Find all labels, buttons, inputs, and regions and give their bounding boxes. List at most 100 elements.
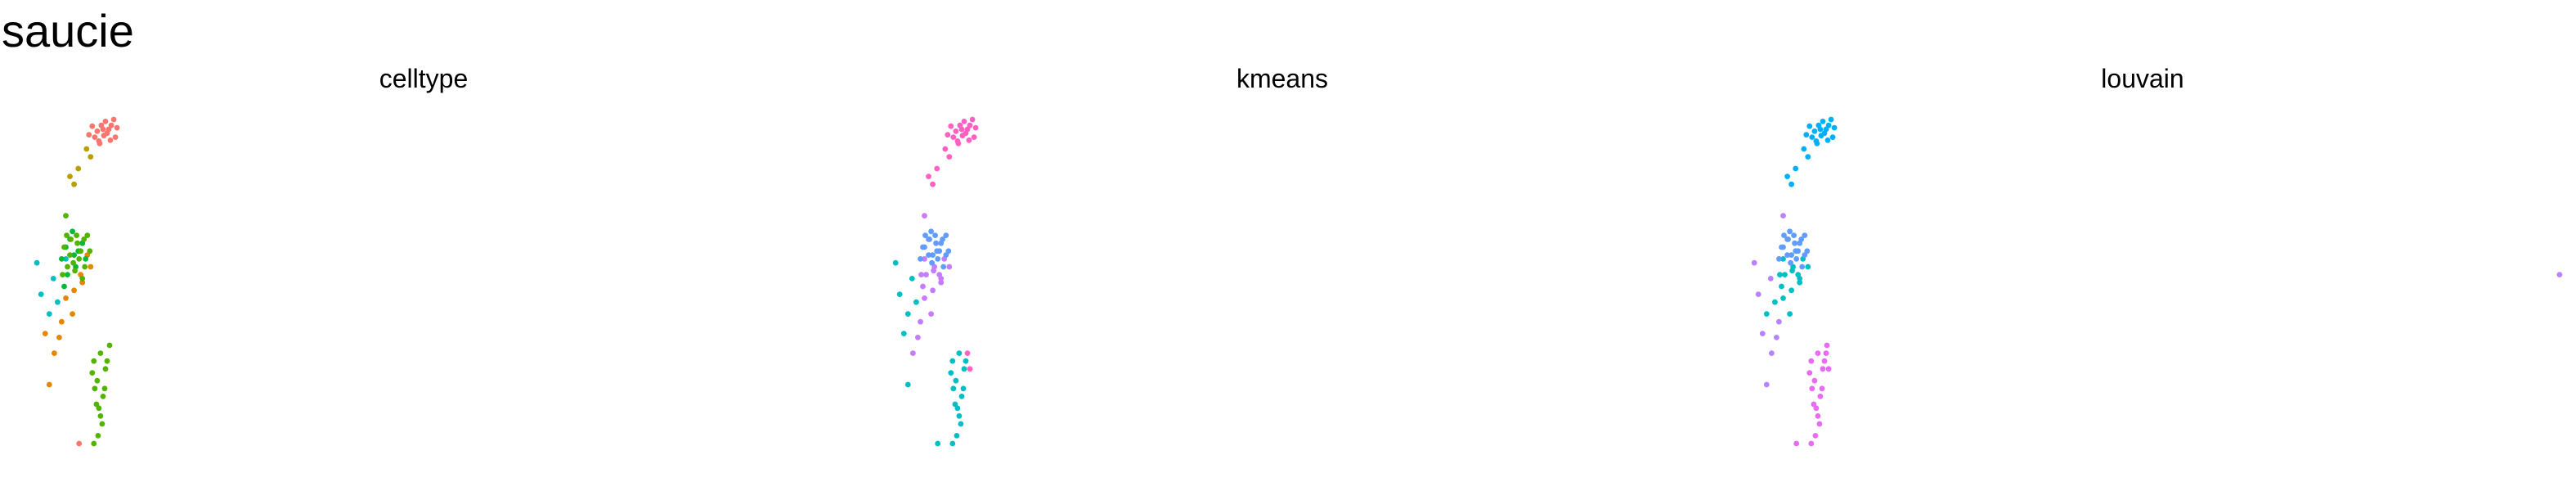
point-cluster-violet-0 <box>918 318 923 325</box>
point-cluster-darkgreen-5 <box>81 236 88 242</box>
point-cluster-cyan-7 <box>948 370 954 376</box>
point-cluster-red-11 <box>86 132 92 138</box>
point-cluster-blue-21 <box>1784 173 1791 180</box>
point-cluster-steelblue-11 <box>1798 236 1805 242</box>
point-cluster-violet-4 <box>1763 381 1770 388</box>
point-cluster-cyan-6 <box>949 358 956 364</box>
point-cluster-darkgreen-16 <box>74 232 79 238</box>
point-cluster-teal-2 <box>50 276 56 282</box>
point-cluster-periwinkle-9 <box>933 240 939 246</box>
point-cluster-blue-9 <box>1815 122 1822 128</box>
point-cluster-blue-18 <box>1793 165 1799 172</box>
point-cluster-steelblue-19 <box>1781 232 1787 238</box>
point-cluster-green-6 <box>65 272 70 277</box>
point-cluster-green-9 <box>83 256 89 262</box>
point-cluster-pink-8 <box>966 137 972 143</box>
point-cluster-cyan-9 <box>963 358 969 364</box>
point-cluster-periwinkle-8 <box>927 236 932 242</box>
point-cluster-pink-23 <box>967 366 973 372</box>
point-cluster-pink-0 <box>950 134 957 141</box>
point-cluster-magenta-11 <box>1808 440 1815 447</box>
point-cluster-red-17 <box>76 440 83 447</box>
point-cluster-orange-3 <box>63 295 69 301</box>
point-cluster-pink-14 <box>948 123 954 129</box>
point-cluster-steelblue-10 <box>1793 256 1800 262</box>
point-cluster-darkgreen-8 <box>82 264 88 270</box>
point-cluster-darkgreen-19 <box>89 370 96 376</box>
point-cluster-teal-1 <box>38 291 44 297</box>
point-cluster-pink-9 <box>957 122 963 128</box>
point-cluster-teal-4 <box>1797 279 1803 286</box>
point-cluster-pink-16 <box>959 133 966 139</box>
point-cluster-violet-1 <box>922 295 927 301</box>
point-cluster-cyan-1 <box>896 291 903 297</box>
point-cluster-cyan-4 <box>904 311 911 317</box>
point-cluster-red-15 <box>105 126 112 133</box>
point-cluster-blue-10 <box>1831 124 1838 131</box>
point-cluster-darkgreen-28 <box>95 433 101 439</box>
point-cluster-steelblue-0 <box>1776 256 1782 262</box>
point-cluster-red-13 <box>96 140 103 146</box>
point-cluster-orange-10 <box>52 350 57 356</box>
point-cluster-teal-2 <box>1780 295 1786 301</box>
point-cluster-teal-9 <box>1789 268 1796 274</box>
point-cluster-cyan-15 <box>958 421 964 427</box>
point-cluster-steelblue-18 <box>1791 232 1797 238</box>
point-cluster-darkgreen-3 <box>74 240 80 246</box>
point-cluster-pink-6 <box>961 119 967 124</box>
point-cluster-cyan-2 <box>909 276 915 282</box>
point-cluster-cyan-8 <box>956 350 963 356</box>
point-cluster-red-14 <box>89 123 96 129</box>
panel-title-celltype: celltype <box>379 64 469 93</box>
point-cluster-pink-5 <box>971 134 977 141</box>
point-cluster-darkgreen-2 <box>68 236 74 242</box>
point-cluster-magenta-7 <box>1811 377 1818 384</box>
point-cluster-red-5 <box>112 134 119 141</box>
point-cluster-orange-2 <box>59 318 65 325</box>
point-cluster-blue-16 <box>1818 133 1824 139</box>
point-cluster-pink-18 <box>934 165 940 172</box>
point-cluster-teal-4 <box>63 256 69 262</box>
panel-kmeans <box>892 116 979 447</box>
point-cluster-steelblue-13 <box>1799 264 1806 270</box>
point-cluster-periwinkle-18 <box>932 232 938 238</box>
point-cluster-magenta-18 <box>1793 440 1800 447</box>
point-cluster-pink-12 <box>969 116 976 123</box>
point-cluster-darkgreen-10 <box>72 268 78 274</box>
point-cluster-periwinkle-11 <box>940 236 946 242</box>
point-cluster-cyan-13 <box>953 377 959 384</box>
point-cluster-orange-5 <box>79 279 86 286</box>
point-cluster-red-2 <box>108 122 114 128</box>
point-cluster-magenta-0 <box>1808 358 1815 364</box>
point-cluster-darkgreen-33 <box>93 401 100 408</box>
point-cluster-violet-6 <box>1774 335 1779 340</box>
point-cluster-pink-19 <box>930 181 936 187</box>
point-cluster-steelblue-15 <box>1784 252 1791 258</box>
point-cluster-cyan-14 <box>961 366 967 372</box>
point-cluster-periwinkle-13 <box>940 264 947 270</box>
point-cluster-blue-6 <box>1820 119 1826 124</box>
point-cluster-darkgreen-9 <box>87 248 93 255</box>
point-cluster-teal-5 <box>1787 311 1793 317</box>
point-cluster-pink-22 <box>964 350 971 356</box>
point-cluster-orange-4 <box>71 287 77 294</box>
point-cluster-steelblue-20 <box>1802 252 1808 258</box>
point-cluster-cyan-21 <box>935 440 941 447</box>
point-cluster-steelblue-3 <box>1788 252 1795 258</box>
panel-title-louvain: louvain <box>2101 64 2184 93</box>
point-cluster-red-9 <box>98 122 105 128</box>
point-cluster-red-12 <box>110 116 117 123</box>
point-cluster-blue-5 <box>1829 134 1836 141</box>
point-cluster-cyan-5 <box>900 331 907 336</box>
point-cluster-violet-6 <box>910 350 916 356</box>
point-cluster-red-7 <box>94 128 101 134</box>
point-cluster-periwinkle-16 <box>936 248 943 255</box>
figure-title: saucie <box>2 5 134 56</box>
point-cluster-darkgreen-18 <box>91 358 97 364</box>
point-cluster-teal-7 <box>1782 272 1788 277</box>
point-cluster-teal-0 <box>1772 299 1778 305</box>
point-cluster-red-8 <box>107 137 114 143</box>
point-cluster-periwinkle-17 <box>943 232 949 238</box>
point-cluster-violet-2 <box>1767 276 1774 282</box>
point-cluster-green-0 <box>59 256 65 262</box>
